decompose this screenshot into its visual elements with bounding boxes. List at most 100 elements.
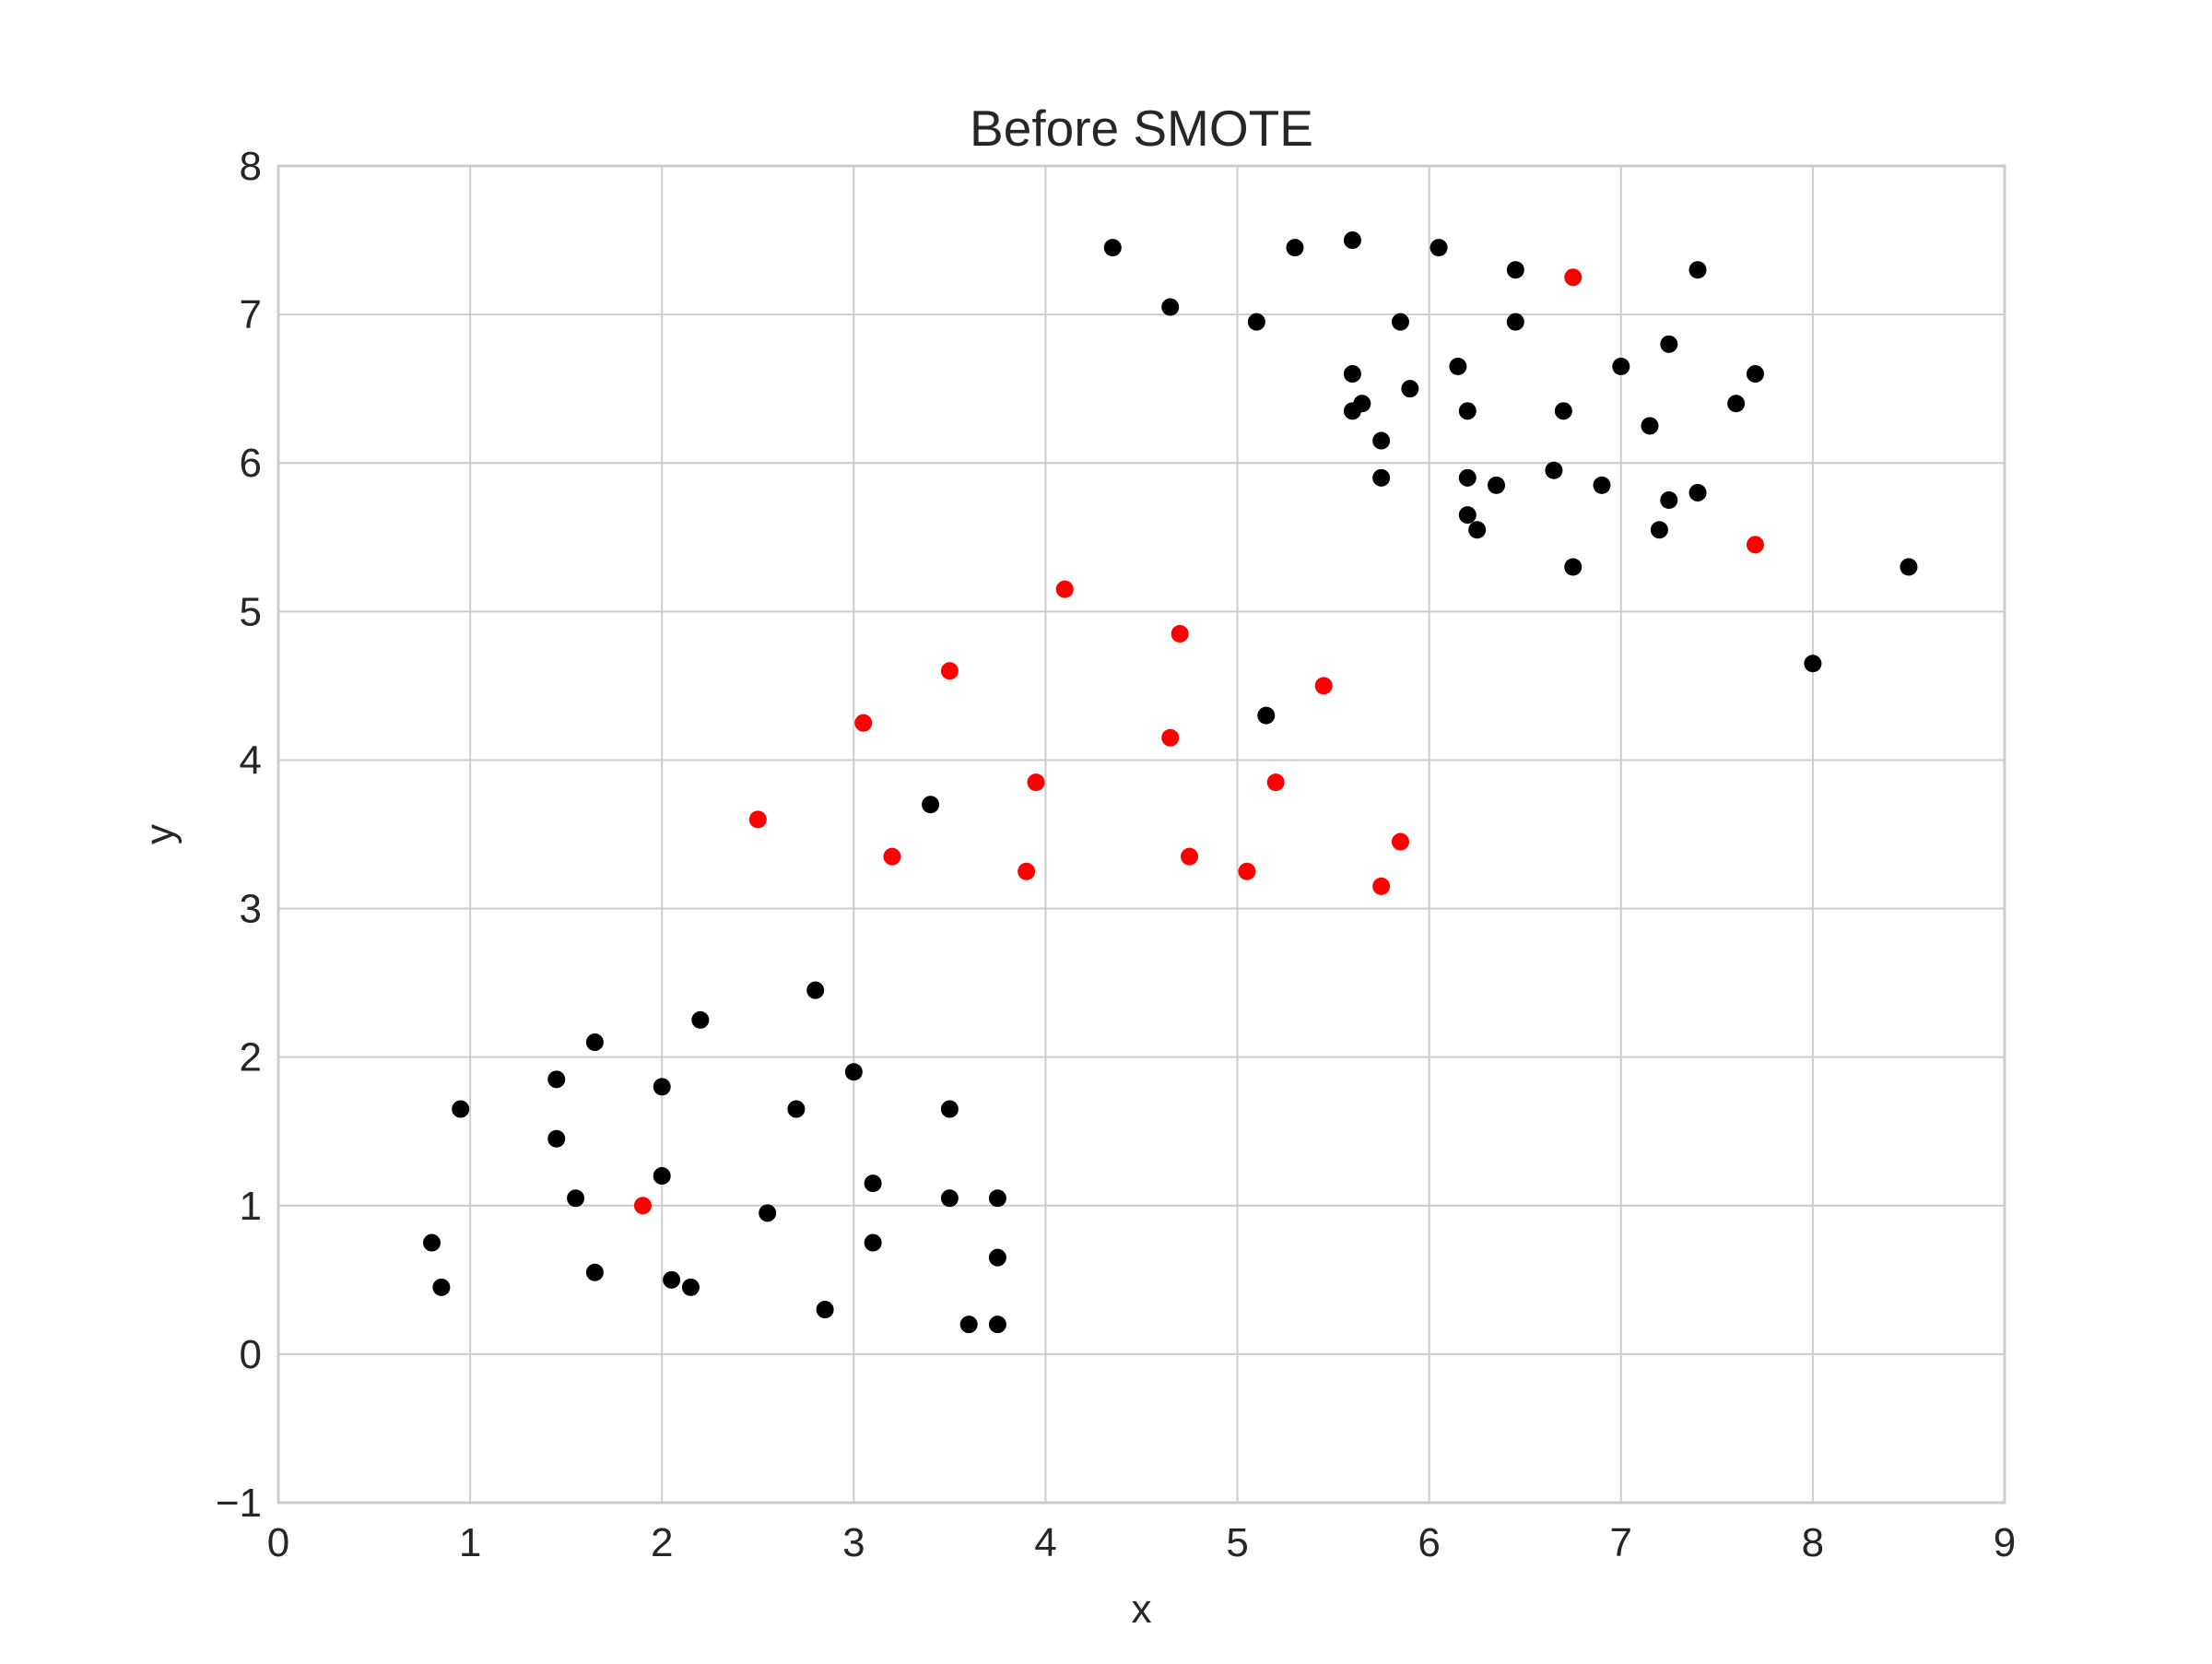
x-tick-labels: 0 1 2 3 4 5 6 7 8 9 <box>267 1520 2016 1565</box>
data-point <box>691 1010 710 1029</box>
y-tick-label: 8 <box>240 144 262 189</box>
x-tick-label: 1 <box>459 1520 481 1565</box>
data-point <box>1171 625 1189 643</box>
data-point <box>1181 847 1199 866</box>
y-tick-label: 2 <box>240 1035 262 1080</box>
data-point <box>1161 728 1180 747</box>
data-point <box>940 1189 959 1208</box>
data-point <box>844 1063 863 1081</box>
data-point <box>1449 358 1467 375</box>
y-tick-labels: −1 0 1 2 3 4 5 6 7 8 <box>216 144 262 1526</box>
data-point <box>1593 476 1611 494</box>
data-point <box>1372 877 1391 895</box>
data-point <box>1247 313 1265 331</box>
data-point <box>1391 832 1409 851</box>
data-point <box>1506 313 1524 331</box>
data-point <box>681 1278 700 1296</box>
x-tick-label: 3 <box>842 1520 865 1565</box>
data-point <box>959 1316 978 1334</box>
data-point <box>1564 268 1583 287</box>
plot-area <box>276 164 2006 1505</box>
y-tick-label: 7 <box>240 292 262 337</box>
data-point <box>1018 862 1036 880</box>
x-tick-label: 8 <box>1802 1520 1824 1565</box>
y-tick-label: 0 <box>240 1332 262 1377</box>
data-point <box>1468 521 1487 539</box>
data-point <box>1746 365 1764 384</box>
data-point <box>1804 655 1822 673</box>
data-point <box>422 1233 441 1252</box>
data-point <box>432 1278 451 1296</box>
data-point <box>1554 402 1572 420</box>
x-tick-label: 6 <box>1418 1520 1440 1565</box>
data-point <box>1430 239 1448 257</box>
data-point <box>1506 261 1524 279</box>
data-point <box>748 810 767 829</box>
data-point <box>1660 335 1678 353</box>
data-point <box>1372 431 1391 450</box>
data-point <box>1238 862 1256 880</box>
data-point <box>1545 461 1563 479</box>
data-point <box>1257 706 1276 725</box>
data-point <box>1343 231 1361 250</box>
data-point <box>1900 558 1918 576</box>
data-point <box>1688 261 1707 279</box>
data-point <box>922 796 940 814</box>
y-tick-label: 5 <box>240 589 262 634</box>
data-point <box>547 1129 566 1148</box>
data-point <box>1353 395 1371 413</box>
x-tick-label: 4 <box>1034 1520 1056 1565</box>
x-tick-label: 9 <box>1994 1520 2016 1565</box>
data-point <box>787 1100 806 1118</box>
data-point <box>940 662 959 680</box>
data-point <box>1641 417 1659 435</box>
data-point <box>1488 476 1506 494</box>
data-point <box>1746 536 1764 554</box>
data-point <box>633 1197 652 1215</box>
data-points <box>422 231 1918 1334</box>
data-point <box>547 1070 566 1089</box>
data-point <box>1650 521 1668 539</box>
data-point <box>1027 773 1045 792</box>
data-point <box>1401 380 1419 398</box>
data-point <box>1612 358 1630 375</box>
y-tick-label: 3 <box>240 887 262 932</box>
data-point <box>585 1033 604 1052</box>
data-point <box>1688 483 1707 502</box>
data-point <box>1660 491 1678 509</box>
y-tick-label: −1 <box>216 1481 262 1526</box>
x-axis-label: x <box>1132 1587 1152 1632</box>
y-tick-label: 1 <box>240 1184 262 1229</box>
data-point <box>883 847 901 866</box>
x-tick-label: 0 <box>267 1520 289 1565</box>
data-point <box>452 1100 470 1118</box>
data-point <box>1458 468 1477 487</box>
data-point <box>988 1248 1006 1267</box>
data-point <box>653 1078 671 1096</box>
data-point <box>816 1301 834 1319</box>
data-point <box>1458 506 1477 525</box>
data-point <box>1458 402 1477 420</box>
x-tick-label: 5 <box>1226 1520 1248 1565</box>
y-axis-label: y <box>137 824 182 844</box>
data-point <box>864 1233 882 1252</box>
data-point <box>988 1316 1006 1334</box>
data-point <box>854 714 873 732</box>
data-point <box>663 1270 681 1289</box>
data-point <box>806 981 825 999</box>
data-point <box>1266 773 1285 792</box>
data-point <box>1103 239 1122 257</box>
data-point <box>940 1100 959 1118</box>
chart-title: Before SMOTE <box>970 100 1313 157</box>
data-point <box>1564 558 1583 576</box>
data-point <box>653 1167 671 1186</box>
y-tick-label: 4 <box>240 738 262 783</box>
data-point <box>1372 468 1391 487</box>
data-point <box>567 1189 585 1208</box>
data-point <box>864 1174 882 1193</box>
data-point <box>759 1204 777 1222</box>
data-point <box>1391 313 1409 331</box>
data-point <box>1343 365 1361 384</box>
